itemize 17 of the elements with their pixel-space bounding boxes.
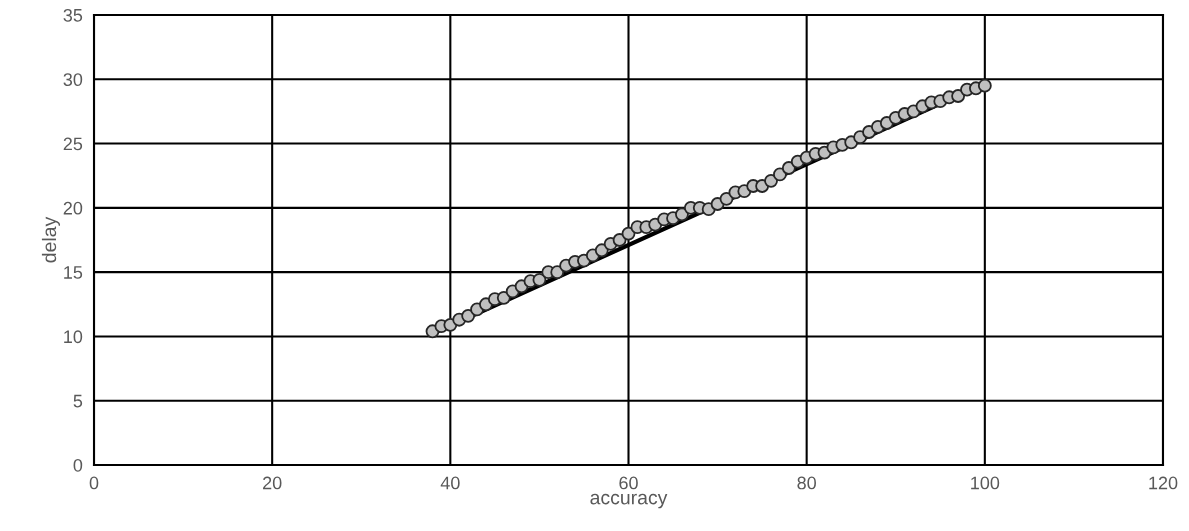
y-tick-label: 10: [64, 330, 83, 344]
x-tick-label: 0: [89, 476, 99, 490]
y-tick-label: 30: [63, 73, 83, 87]
x-tick-label: 40: [440, 476, 460, 490]
y-tick-label: 20: [63, 201, 83, 215]
x-tick-label: 100: [971, 476, 1000, 490]
y-tick-label: 35: [63, 8, 83, 22]
y-tick-label: 5: [73, 394, 83, 408]
y-tick-label: 25: [63, 137, 83, 151]
y-tick-label: 15: [64, 266, 83, 279]
y-axis-title: delay: [41, 216, 61, 263]
x-axis-title: accuracy: [590, 493, 668, 509]
y-tick-label: 0: [73, 458, 83, 472]
x-tick-label: 120: [1149, 476, 1178, 490]
x-tick-label: 20: [263, 476, 282, 490]
x-tick-label: 80: [797, 476, 816, 490]
x-tick-label: 60: [619, 476, 638, 490]
